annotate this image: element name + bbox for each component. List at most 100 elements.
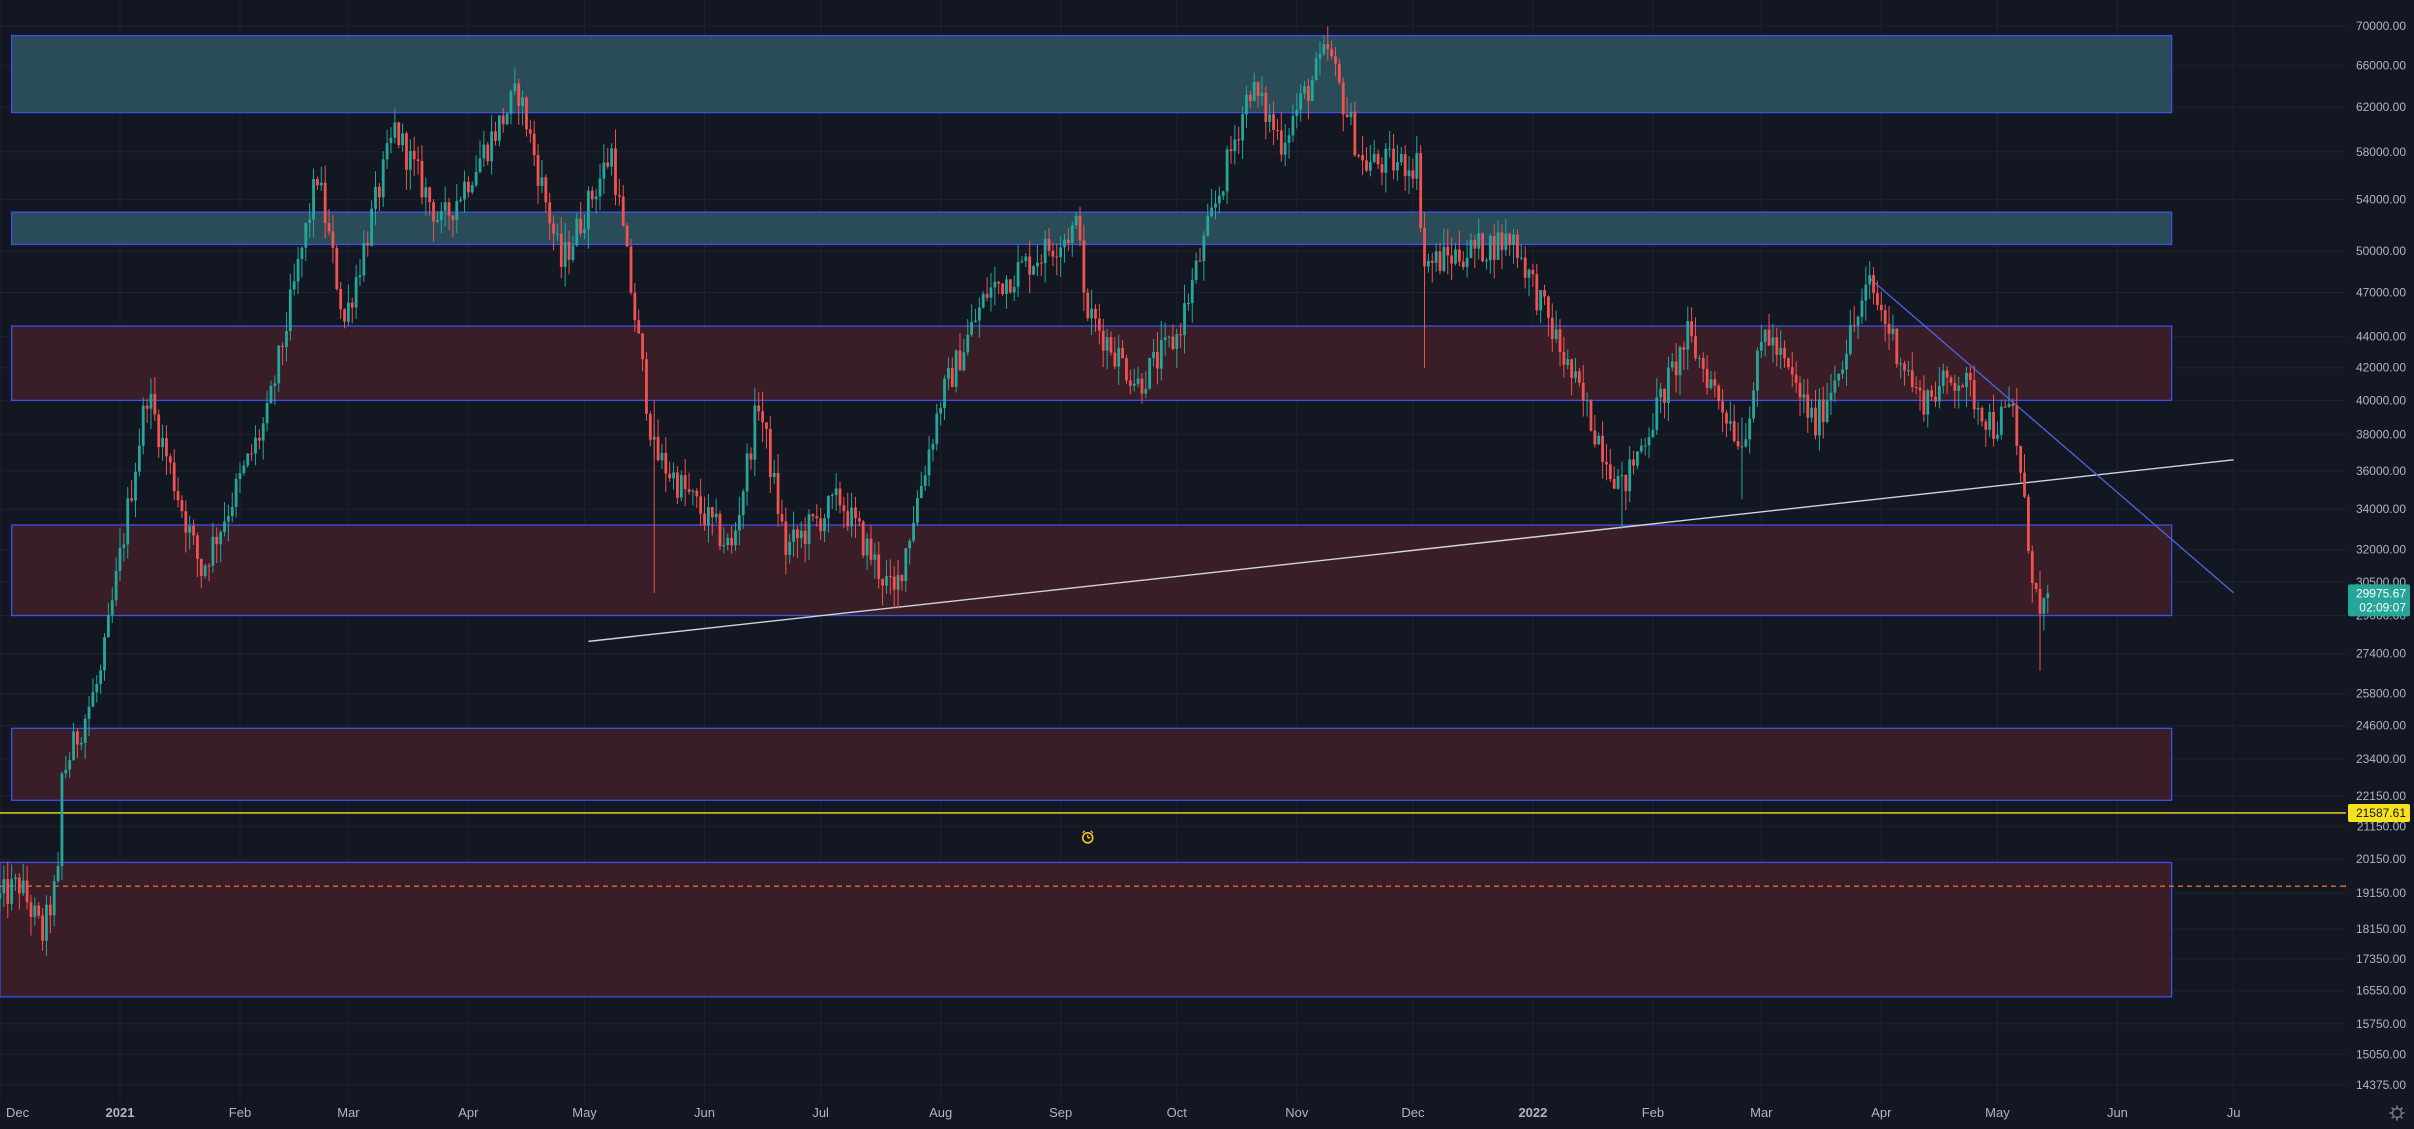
candle-body	[180, 500, 184, 512]
candle-body	[339, 289, 343, 310]
candle-body	[45, 904, 48, 941]
candle-body	[1798, 382, 1802, 398]
time-axis[interactable]: Dec 2021 Feb Mar Apr May Jun Jul Aug Sep Oct Nov Dec…	[0, 1102, 2346, 1124]
candle-body	[710, 507, 714, 518]
candle-body	[2011, 403, 2015, 407]
gear-icon-tooth	[2399, 1107, 2403, 1111]
alert-clock-icon-group[interactable]	[1081, 830, 1094, 844]
candle-body	[1167, 336, 1171, 338]
y-tick-label: 44000.00	[2356, 330, 2406, 344]
candle-body	[1531, 269, 1535, 275]
candle-body	[1891, 328, 1895, 334]
candle-body	[405, 133, 408, 170]
candle-body	[1202, 235, 1206, 262]
candle-body	[660, 452, 664, 461]
candle-body	[327, 223, 331, 232]
candle-body	[1756, 350, 1759, 391]
candle-body	[1968, 372, 1972, 381]
x-tick-label: Nov	[1285, 1105, 1309, 1120]
candle-body	[1825, 400, 1829, 422]
candle-body	[641, 333, 644, 360]
candle-body	[1663, 388, 1666, 403]
candle-body	[1655, 397, 1659, 430]
candle-body	[842, 505, 846, 512]
candle-body	[1446, 246, 1450, 256]
candle-body	[103, 637, 106, 671]
candle-body	[1717, 385, 1721, 402]
candle-body	[1403, 154, 1407, 177]
candle-body	[420, 161, 424, 198]
candle-body	[1879, 304, 1883, 311]
candle-body	[1903, 363, 1906, 371]
candle-body	[722, 545, 726, 547]
candle-body	[319, 182, 323, 186]
price-zone-rectangle[interactable]	[0, 861, 2173, 998]
y-tick-label: 27400.00	[2356, 646, 2406, 660]
candle-body	[1256, 81, 1260, 97]
candle-body	[1558, 329, 1562, 352]
candle-body	[497, 115, 501, 141]
candle-body	[2023, 472, 2026, 497]
price-axis[interactable]: 70000.00 66000.00 62000.00 58000.00 54000.00…	[2346, 0, 2414, 1124]
candle-body	[505, 113, 509, 125]
trendline[interactable]	[1869, 277, 2235, 594]
candle-body	[552, 223, 555, 234]
candle-body	[1148, 358, 1152, 389]
alarm-clock-icon[interactable]	[1081, 832, 1094, 844]
candle-body	[1976, 407, 1980, 410]
candle-body	[1996, 434, 1999, 439]
candle-body	[72, 731, 75, 761]
candle-body	[1144, 388, 1148, 394]
candle-body	[1051, 250, 1055, 257]
trendlines[interactable]	[588, 277, 2235, 643]
price-zone-rectangle[interactable]	[10, 34, 2173, 114]
candle-body	[1063, 239, 1066, 248]
candle-body	[1980, 407, 1984, 422]
candle-body	[1473, 240, 1477, 249]
candle-body	[60, 773, 64, 867]
candle-body	[1612, 479, 1616, 489]
candle-body	[1214, 203, 1217, 208]
candle-body	[1392, 148, 1395, 171]
candle-body	[1101, 330, 1105, 351]
candle-body	[1365, 160, 1368, 171]
candle-body	[323, 182, 327, 224]
y-tick-label: 19150.00	[2356, 886, 2406, 900]
candle-body	[598, 178, 602, 197]
candle-body	[683, 475, 687, 490]
candle-body	[393, 122, 397, 138]
candle-body	[548, 202, 552, 224]
candle-body	[579, 218, 583, 234]
price-zone-rectangle[interactable]	[10, 727, 2173, 801]
candle-body	[1744, 439, 1748, 447]
candle-body	[815, 516, 819, 519]
trendline[interactable]	[588, 459, 2234, 643]
zones[interactable]	[0, 34, 2173, 998]
settings-gear-icon[interactable]	[2389, 1105, 2405, 1121]
candle-body	[149, 394, 153, 409]
candle-body	[374, 186, 377, 209]
y-tick-label: 70000.00	[2356, 19, 2406, 33]
price-zone-rectangle[interactable]	[10, 211, 2173, 246]
candle-body	[1477, 233, 1481, 249]
candle-body	[865, 538, 869, 556]
candle-body	[1651, 429, 1655, 438]
candle-body	[1229, 149, 1233, 152]
candle-body	[153, 394, 157, 415]
candle-body	[1287, 135, 1291, 143]
price-zone-rectangle[interactable]	[10, 325, 2173, 402]
candle-body	[1895, 328, 1899, 365]
price-zone-rectangle[interactable]	[10, 524, 2173, 617]
candle-body	[1937, 385, 1941, 402]
candle-body	[114, 571, 118, 601]
candle-body	[726, 537, 730, 546]
candle-body	[343, 309, 346, 322]
candle-body	[1965, 372, 1968, 388]
candle-body	[1376, 153, 1380, 165]
candle-body	[52, 881, 56, 916]
y-tick-label: 20150.00	[2356, 852, 2406, 866]
candle-body	[1330, 48, 1334, 57]
candle-body	[1326, 44, 1330, 49]
